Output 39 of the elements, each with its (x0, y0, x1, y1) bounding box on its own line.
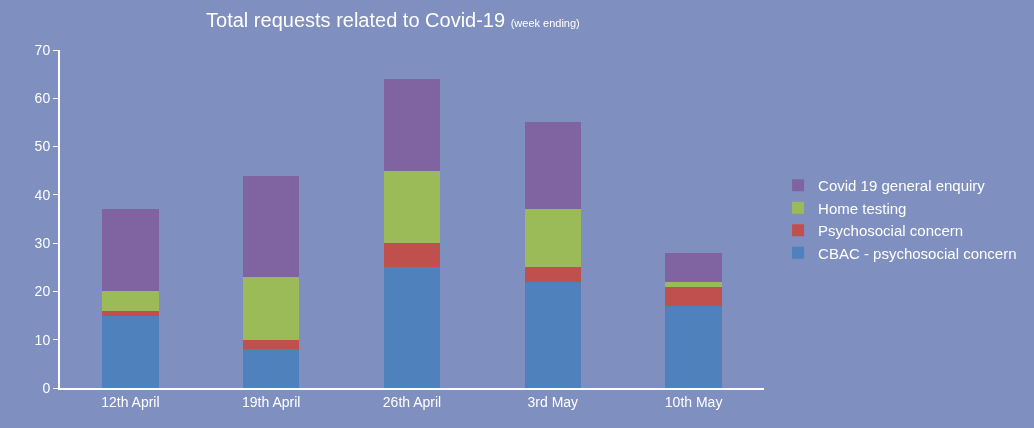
bar (383, 243, 441, 268)
legend-label: CBAC - psychosocial concern (818, 244, 1017, 262)
legend-label: Home testing (818, 199, 907, 217)
chart-title: Total requests related to Covid-19 (206, 8, 506, 31)
bar (243, 276, 300, 340)
chart-subtitle: (week ending) (510, 16, 580, 29)
bar (383, 267, 441, 388)
x-tick-label: 3rd May (527, 393, 579, 410)
y-tick-label: 10 (34, 331, 51, 348)
y-tick-label: 50 (34, 138, 51, 155)
bar (665, 305, 722, 388)
y-tick-label: 40 (34, 186, 51, 203)
y-tick-label: 20 (34, 283, 51, 300)
bar (665, 252, 722, 282)
bar (524, 267, 581, 282)
bar (102, 315, 159, 388)
bar (524, 209, 581, 268)
bar (665, 286, 722, 306)
bar (102, 291, 159, 311)
legend-label: Psychosocial concern (818, 222, 964, 240)
bar (243, 339, 300, 350)
bar (243, 349, 300, 388)
bar (524, 281, 581, 388)
bar (383, 78, 441, 171)
x-tick-label: 26th April (382, 393, 442, 410)
legend-label: Covid 19 general enquiry (818, 177, 986, 195)
bar (665, 281, 722, 287)
x-tick-label: 19th April (242, 393, 301, 410)
y-tick-label: 70 (34, 41, 51, 58)
bar (243, 175, 300, 277)
y-tick-label: 0 (42, 379, 51, 396)
y-tick-label: 60 (34, 90, 51, 107)
bar (102, 209, 159, 292)
bar (102, 310, 159, 316)
x-tick-label: 12th April (101, 393, 160, 410)
x-tick-label: 10th May (664, 393, 723, 410)
bar (383, 170, 441, 244)
bar (524, 122, 581, 210)
y-tick-label: 30 (34, 235, 51, 252)
